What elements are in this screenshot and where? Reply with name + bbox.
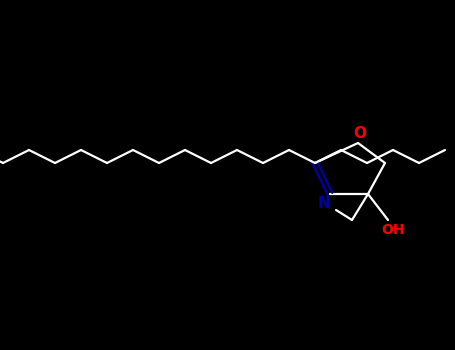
Text: OH: OH xyxy=(381,223,405,237)
Text: N: N xyxy=(318,196,330,211)
Text: O: O xyxy=(354,126,366,141)
